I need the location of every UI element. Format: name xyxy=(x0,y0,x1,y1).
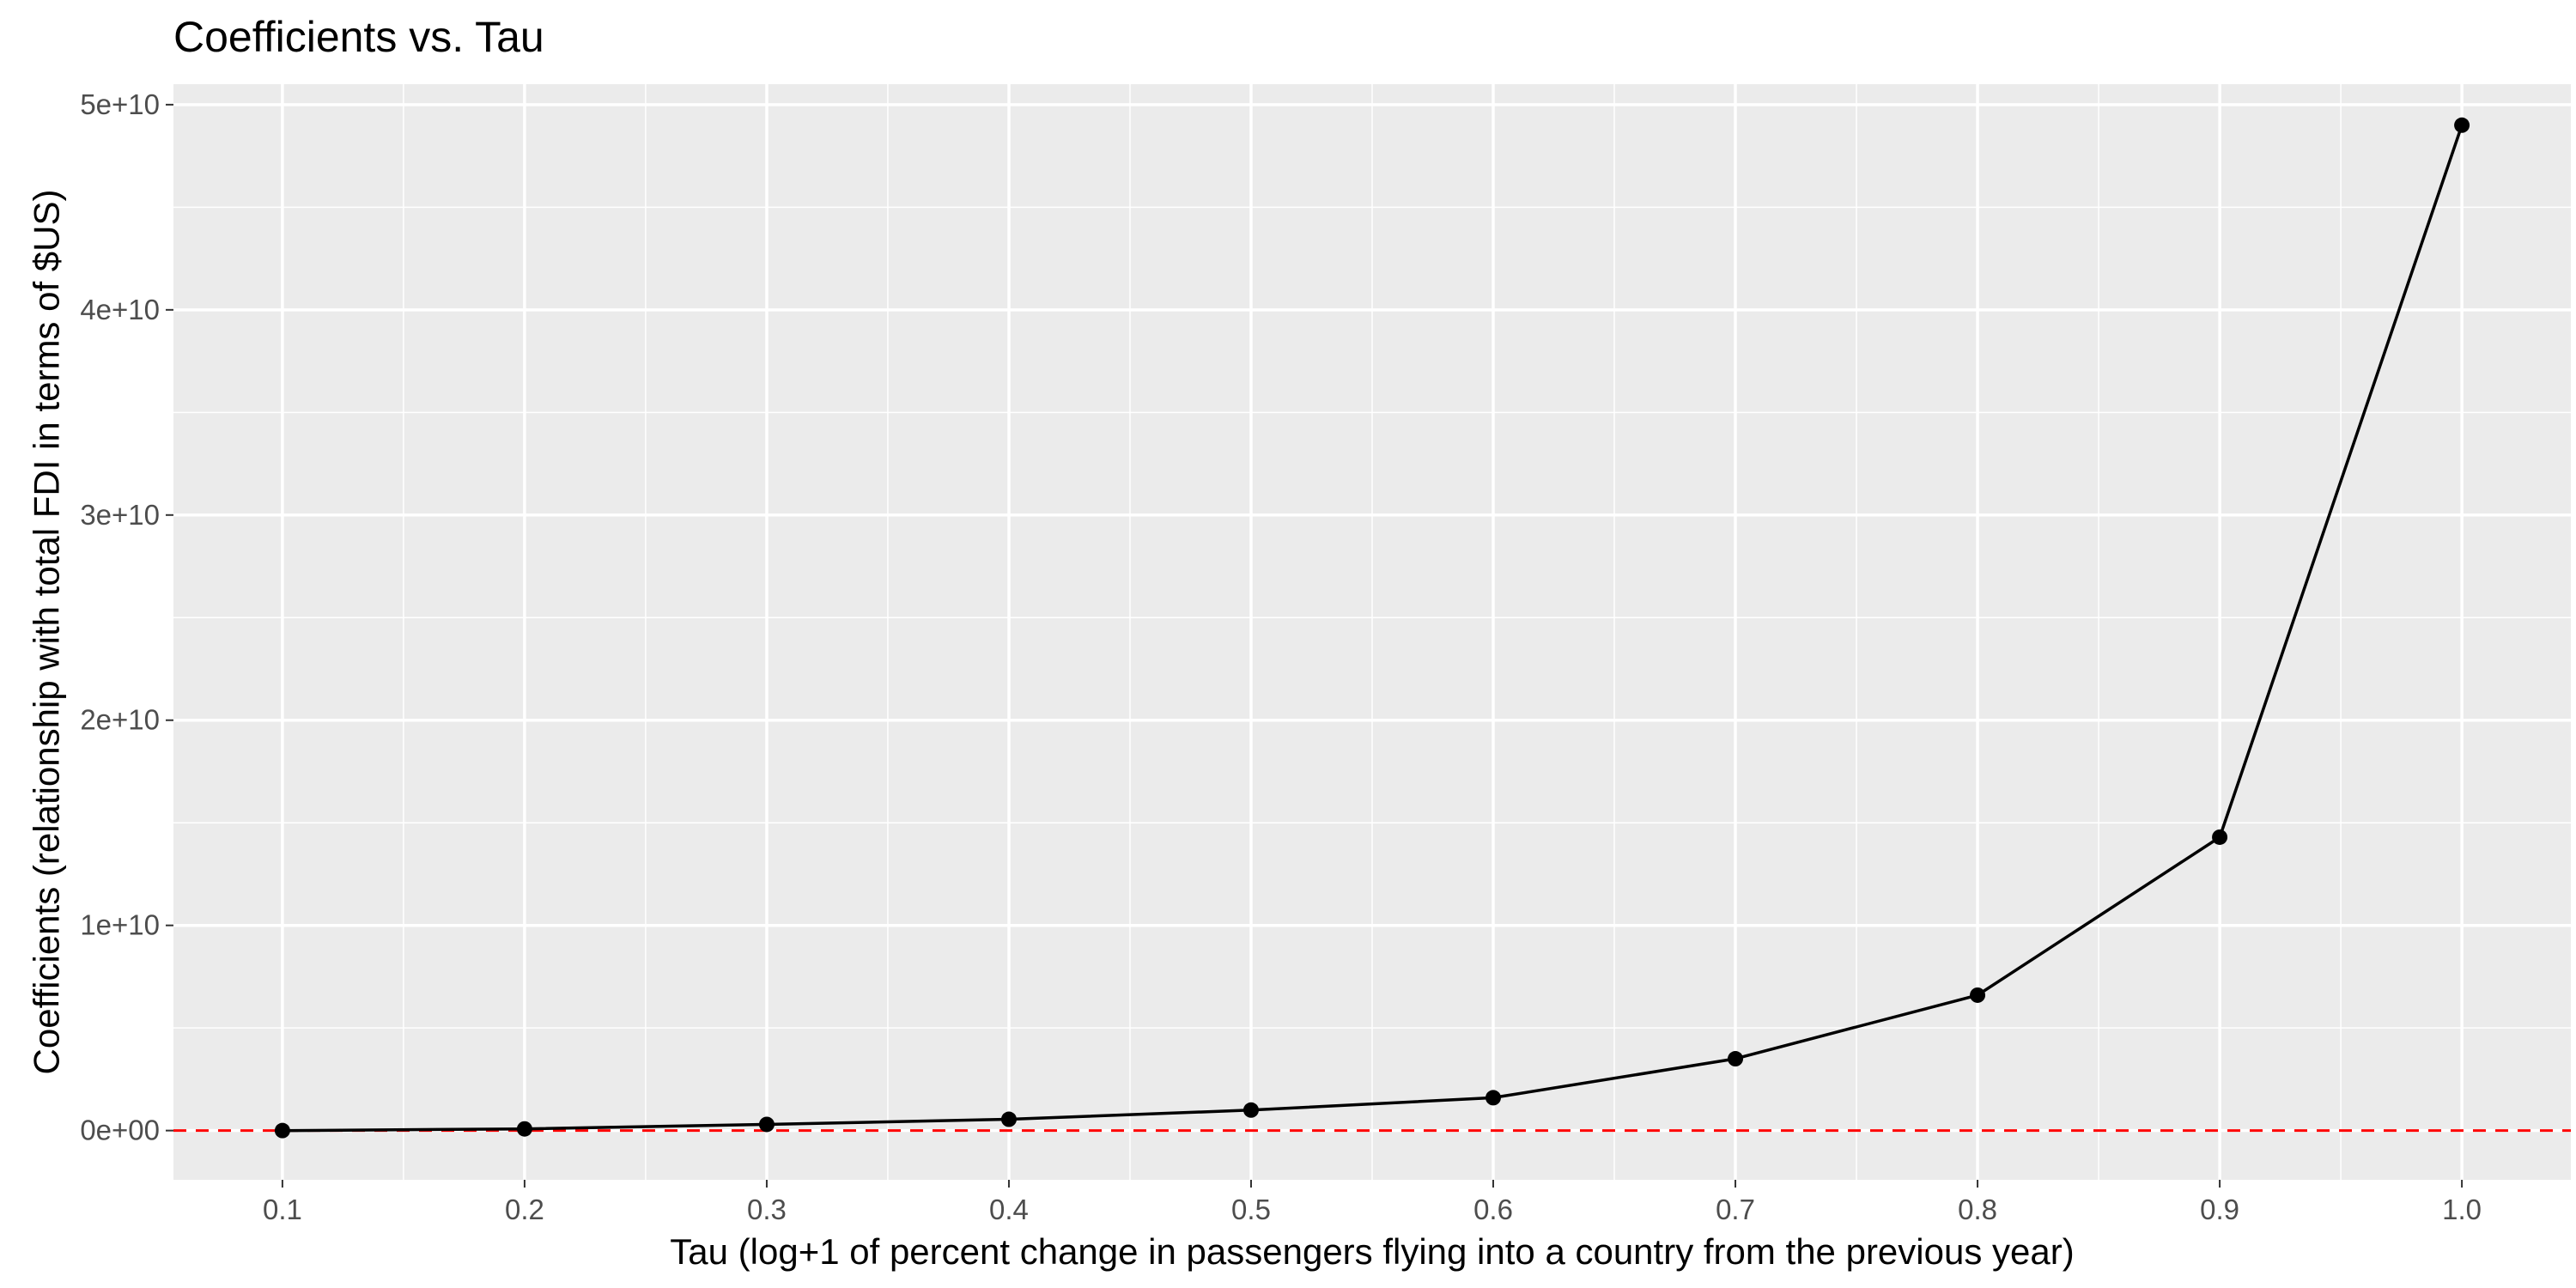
x-tick-label: 0.8 xyxy=(1958,1194,1997,1225)
data-point xyxy=(516,1121,532,1137)
x-tick-label: 0.7 xyxy=(1716,1194,1755,1225)
data-point xyxy=(2454,117,2470,133)
y-axis-ticks: 0e+00 1e+10 2e+10 3e+10 4e+10 5e+10 xyxy=(80,88,173,1146)
chart-title: Coefficients vs. Tau xyxy=(173,13,544,61)
x-tick-label: 0.1 xyxy=(263,1194,302,1225)
x-tick-label: 0.6 xyxy=(1473,1194,1513,1225)
data-point xyxy=(1000,1111,1017,1127)
data-point xyxy=(1485,1090,1502,1106)
data-point xyxy=(1242,1102,1259,1118)
major-gridlines xyxy=(173,84,2571,1180)
x-axis-ticks: 0.1 0.2 0.3 0.4 0.5 0.6 0.7 0.8 0.9 1.0 xyxy=(263,1180,2482,1225)
y-tick-label: 3e+10 xyxy=(80,499,160,531)
x-tick-label: 0.2 xyxy=(505,1194,544,1225)
x-axis-title: Tau (log+1 of percent change in passenge… xyxy=(670,1231,2074,1272)
y-tick-label: 1e+10 xyxy=(80,909,160,941)
y-tick-label: 2e+10 xyxy=(80,704,160,736)
x-tick-label: 0.4 xyxy=(989,1194,1029,1225)
minor-gridlines xyxy=(173,84,2571,1180)
data-points xyxy=(274,117,2470,1139)
x-tick-label: 0.9 xyxy=(2200,1194,2239,1225)
y-axis-title: Coefficients (relationship with total FD… xyxy=(27,190,67,1075)
y-tick-label: 5e+10 xyxy=(80,88,160,120)
x-tick-label: 0.3 xyxy=(747,1194,787,1225)
data-point xyxy=(1970,987,1986,1003)
data-point xyxy=(758,1116,775,1133)
x-tick-label: 1.0 xyxy=(2442,1194,2482,1225)
series-line xyxy=(282,125,2464,1133)
data-point xyxy=(1728,1051,1744,1067)
y-tick-label: 4e+10 xyxy=(80,294,160,325)
data-point xyxy=(2212,829,2228,845)
y-tick-label: 0e+00 xyxy=(80,1115,160,1146)
data-point xyxy=(274,1122,290,1139)
x-tick-label: 0.5 xyxy=(1231,1194,1271,1225)
